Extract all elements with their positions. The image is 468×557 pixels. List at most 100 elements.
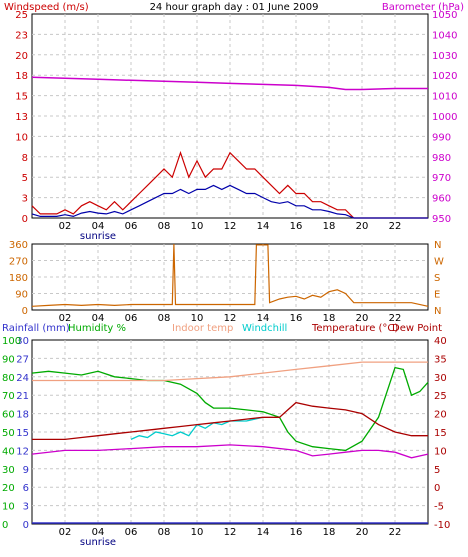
windspeed-tick: 20 [15,51,28,62]
legend-entry: Rainfall (mm) [2,323,70,334]
barometer-tick: 970 [432,173,451,184]
direction-panel-x-tick: 06 [125,313,138,324]
wind-panel-x-tick: 16 [290,221,303,232]
temperature-series-line [32,401,428,441]
chart-title: 24 hour graph day : 01 June 2009 [150,2,319,13]
rainfall-tick: 0 [23,520,29,531]
humidity-tick: 100 [2,336,21,347]
direction-panel-x-tick: 18 [323,313,336,324]
direction-panel-x-tick: 04 [92,313,105,324]
barometer-axis-title: Barometer (hPa) [382,2,464,13]
rainfall-tick: 27 [16,354,29,365]
windspeed-tick: 8 [22,153,28,164]
rainfall-tick: 18 [16,410,29,421]
direction-panel-x-tick: 10 [191,313,204,324]
windspeed-axis-title: Windspeed (m/s) [4,2,89,13]
barometer-tick: 1020 [432,71,457,82]
temp-panel-x-tick: 02 [59,527,72,538]
humidity-tick: 10 [2,502,15,513]
direction-degree-tick: 360 [9,240,28,251]
direction-panel-x-tick: 08 [158,313,171,324]
rainfall-tick: 15 [16,428,29,439]
direction-panel-x-tick: 20 [356,313,369,324]
temp-panel-x-tick: 06 [125,527,138,538]
temp-panel-x-tick: 08 [158,527,171,538]
barometer-tick: 1050 [432,10,457,21]
barometer-tick: 950 [432,214,451,225]
temp-panel-x-tick: 04 [92,527,105,538]
direction-degree-tick: 180 [9,273,28,284]
wind-panel-x-tick: 10 [191,221,204,232]
indoor-series-line [32,361,428,382]
legend-entry: Temperature (°C) [311,323,398,334]
rainfall-tick: 9 [23,465,29,476]
humidity-tick: 30 [2,465,15,476]
wind-panel-x-tick: 02 [59,221,72,232]
humidity-tick: 90 [2,354,15,365]
windspeed-tick: 23 [15,30,28,41]
direction-compass-tick: E [434,290,440,301]
temperature-tick: 5 [434,465,440,476]
temperature-tick: 10 [434,446,447,457]
humidity-tick: 80 [2,373,15,384]
barometer-tick: 990 [432,132,451,143]
temp-panel-x-tick: 20 [356,527,369,538]
direction-panel-x-tick: 22 [389,313,402,324]
wind-panel-x-tick: 06 [125,221,138,232]
barometer-tick: 980 [432,153,451,164]
rainfall-tick: 21 [16,391,29,402]
humidity-tick: 0 [2,520,8,531]
barometer-tick: 1000 [432,112,457,123]
windspeed-tick: 15 [15,92,28,103]
humidity-tick: 60 [2,410,15,421]
temperature-tick: 15 [434,428,447,439]
temp-panel-x-tick: 12 [224,527,237,538]
rainfall-tick: 12 [16,446,29,457]
temperature-tick: 40 [434,336,447,347]
direction-panel-x-tick: 12 [224,313,237,324]
rainfall-tick: 3 [23,502,29,513]
humidity-tick: 20 [2,483,15,494]
direction-compass-tick: N [434,240,441,251]
barometer-tick: 1040 [432,30,457,41]
humidity-tick: 50 [2,428,15,439]
direction-degree-tick: 90 [15,290,28,301]
windspeed-tick: 3 [22,194,28,205]
legend-entry: Dew Point [392,323,442,334]
rainfall-tick: 6 [23,483,29,494]
barometer-tick: 1010 [432,92,457,103]
direction-degree-tick: 0 [22,306,28,317]
temperature-tick: 30 [434,373,447,384]
temperature-tick: 20 [434,410,447,421]
dewpoint-series-line [31,444,429,459]
temperature-tick: 0 [434,483,440,494]
legend-entry: Indoor temp [172,323,233,334]
humidity-tick: 70 [2,391,15,402]
windspeed-tick: 0 [22,214,28,225]
direction-panel-x-tick: 16 [290,313,303,324]
wind-panel-x-tick: 04 [92,221,105,232]
humidity-tick: 40 [2,446,15,457]
direction-series-line [31,243,429,307]
temp-panel-sunrise-label: sunrise [80,537,116,548]
baro-series-line [31,76,428,91]
windspeed-tick: 10 [15,132,28,143]
direction-compass-tick: W [434,257,444,268]
avg-series-line [31,184,428,219]
rainfall-tick: 30 [16,336,29,347]
wind-panel-x-tick: 22 [389,221,402,232]
windchill-series-line [130,416,264,440]
windspeed-tick: 13 [15,112,28,123]
temp-panel-x-tick: 14 [257,527,270,538]
temperature-tick: 35 [434,354,447,365]
temperature-tick: -5 [434,502,444,513]
direction-degree-tick: 270 [9,257,28,268]
wind-panel-x-tick: 08 [158,221,171,232]
gust-series-line [31,150,428,219]
wind-panel-x-tick: 12 [224,221,237,232]
legend-entry: Humidity % [68,323,126,334]
temp-panel-x-tick: 18 [323,527,336,538]
wind-panel-x-tick: 18 [323,221,336,232]
